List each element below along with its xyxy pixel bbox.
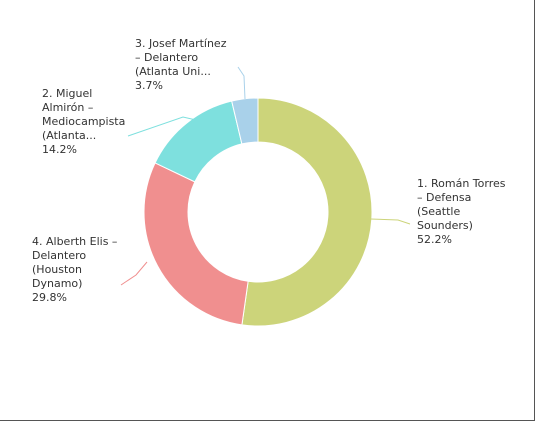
donut-slice-4[interactable] <box>231 97 259 145</box>
label-connector-2 <box>120 261 148 286</box>
slice-label-line: 2. Miguel <box>42 87 92 100</box>
slice-label-2: 4. Alberth Elis – Delantero (Houston Dynamo… <box>32 235 117 304</box>
slice-label-line: – Defensa <box>417 191 471 204</box>
slice-percent-1: 52.2% <box>417 233 452 246</box>
slice-label-4: 3. Josef Martínez – Delantero (Atlanta Uni… <box>135 37 227 92</box>
slice-label-line: Dynamo) <box>32 277 82 290</box>
label-connector-3 <box>127 116 197 137</box>
slice-label-line: Almirón – <box>42 101 93 114</box>
slice-percent-2: 29.8% <box>32 291 67 304</box>
slice-label-line: 1. Román Torres <box>417 177 506 190</box>
label-connector-1 <box>369 218 411 225</box>
slice-label-line: Mediocampista <box>42 115 125 128</box>
slice-label-line: 3. Josef Martínez <box>135 37 227 50</box>
slice-label-line: (Seattle <box>417 205 460 218</box>
slice-label-line: Delantero <box>32 249 86 262</box>
slice-label-line: – Delantero <box>135 51 198 64</box>
label-connector-4 <box>237 66 246 100</box>
slice-label-line: (Atlanta Uni... <box>135 65 211 78</box>
slice-label-3: 2. Miguel Almirón – Mediocampista (Atlanta.… <box>42 87 125 156</box>
slice-label-line: Sounders) <box>417 219 473 232</box>
slice-percent-4: 3.7% <box>135 79 163 92</box>
donut-slice-1[interactable] <box>241 97 373 327</box>
slice-label-line: (Houston <box>32 263 82 276</box>
slice-label-line: 4. Alberth Elis – <box>32 235 117 248</box>
slice-label-1: 1. Román Torres – Defensa (Seattle Sounders… <box>417 177 506 246</box>
slice-percent-3: 14.2% <box>42 143 77 156</box>
donut-slice-2[interactable] <box>143 162 249 326</box>
slice-label-line: (Atlanta... <box>42 129 96 142</box>
